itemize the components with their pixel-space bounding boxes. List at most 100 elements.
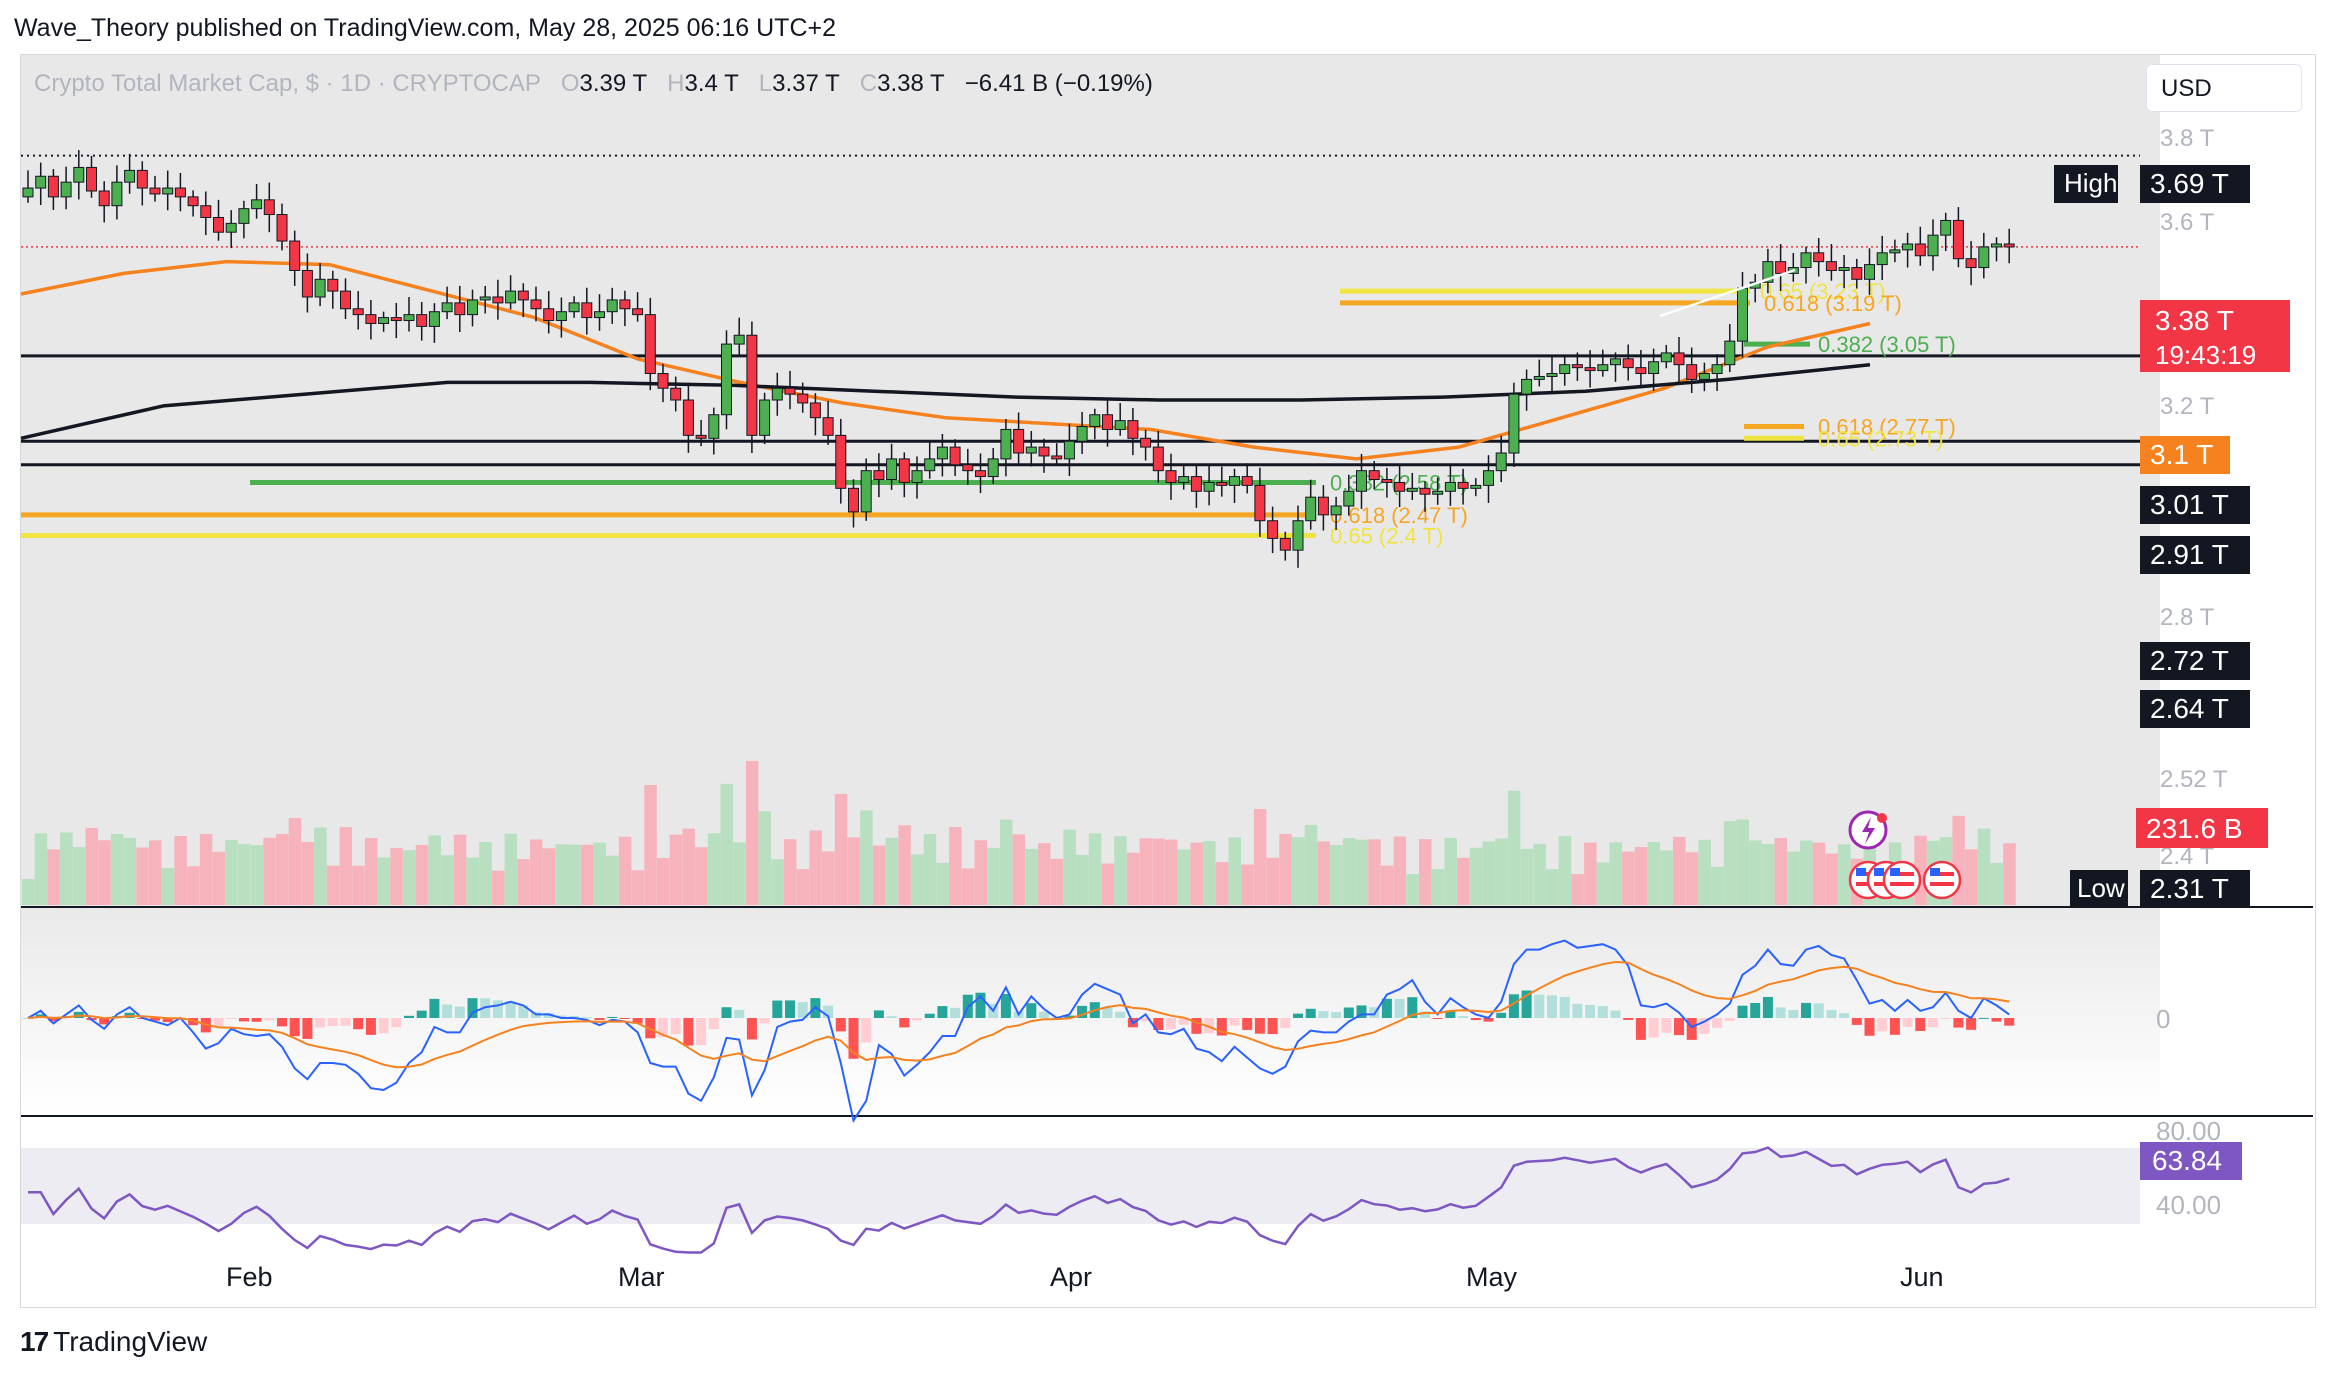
macd-histogram-bar xyxy=(1572,1003,1583,1018)
volume-bar xyxy=(98,840,111,905)
candle-body xyxy=(174,187,186,198)
volume-bar xyxy=(1152,838,1165,905)
candle-body xyxy=(301,269,313,298)
macd-histogram-bar xyxy=(1991,1018,2002,1022)
volume-bar xyxy=(1317,841,1330,905)
footer-brand[interactable]: 17 TradingView xyxy=(20,1326,207,1358)
candle xyxy=(314,263,326,307)
divergence-line xyxy=(1659,268,1796,318)
volume-bar xyxy=(149,840,162,905)
candle xyxy=(1165,453,1177,500)
volume-bar xyxy=(1228,837,1241,905)
candle xyxy=(1127,408,1139,456)
candle-body xyxy=(149,187,161,195)
candle-body xyxy=(1394,481,1406,492)
candle xyxy=(1965,241,1977,286)
volume-bar xyxy=(1520,848,1534,905)
candle-body xyxy=(1978,246,1990,269)
macd-histogram-bar xyxy=(1102,1007,1113,1018)
volume-bar xyxy=(1812,842,1826,905)
candle xyxy=(200,191,212,236)
volume-bar xyxy=(136,847,149,905)
candle xyxy=(873,453,885,498)
volume-bar xyxy=(809,830,822,905)
macd-histogram-bar xyxy=(1648,1018,1659,1038)
candle-body xyxy=(1267,520,1279,539)
candle xyxy=(213,199,224,241)
candle xyxy=(238,200,250,239)
macd-histogram-bar xyxy=(1826,1010,1837,1018)
candle-body xyxy=(1965,258,1977,269)
candle xyxy=(987,447,999,484)
candle xyxy=(47,169,59,210)
candle-body xyxy=(1406,487,1418,492)
macd-histogram-bar xyxy=(1496,1012,1507,1018)
candle xyxy=(530,286,542,322)
candle xyxy=(1038,438,1050,473)
candle xyxy=(1851,258,1863,289)
macd-histogram-bar xyxy=(543,1012,554,1018)
candle-body xyxy=(200,205,212,218)
candle xyxy=(1063,423,1075,477)
candle-body xyxy=(1444,481,1456,492)
candle-body xyxy=(1635,367,1647,375)
volume-bar xyxy=(758,811,772,905)
candle xyxy=(1914,226,1926,266)
flash-event-icon[interactable] xyxy=(1848,810,1888,850)
symbol-title[interactable]: Crypto Total Market Cap, $ · 1D · CRYPTO… xyxy=(34,70,541,97)
candle xyxy=(1368,461,1380,490)
candle xyxy=(1686,347,1698,394)
volume-bar xyxy=(1800,840,1813,905)
candle xyxy=(301,253,313,313)
candle xyxy=(771,372,783,416)
currency-button[interactable]: USD xyxy=(2146,64,2302,112)
candle xyxy=(467,289,478,327)
candle-body xyxy=(1419,487,1431,495)
volume-bar xyxy=(999,819,1013,905)
candle xyxy=(136,161,148,206)
x-axis-tick: Apr xyxy=(1050,1262,1092,1292)
candle xyxy=(149,175,161,202)
volume-bar xyxy=(1203,841,1216,905)
macd-histogram-bar xyxy=(264,1018,275,1021)
candle-body xyxy=(1813,252,1825,263)
x-axis-tick: May xyxy=(1466,1262,1518,1292)
candle xyxy=(1838,254,1850,289)
volume-bar xyxy=(225,840,238,905)
candle-body xyxy=(682,399,694,436)
volume-bar xyxy=(1977,828,1991,905)
macd-histogram-bar xyxy=(1978,1017,1989,1019)
rsi-upper-label: 80.00 xyxy=(2156,1116,2221,1146)
candle-body xyxy=(1902,243,1914,251)
macd-histogram-bar xyxy=(1864,1018,1875,1036)
volume-badge xyxy=(2136,808,2268,848)
macd-histogram-bar xyxy=(1699,1018,1710,1034)
macd-histogram-bar xyxy=(785,1000,795,1018)
volume-bar xyxy=(1342,837,1356,905)
level-badge xyxy=(2140,536,2250,574)
volume-bar xyxy=(1647,841,1661,905)
economic-events[interactable] xyxy=(1848,860,1962,900)
volume-bar xyxy=(542,848,556,905)
macd-histogram-bar xyxy=(1877,1018,1888,1032)
fib-level-label: 0.618 (3.19 T) xyxy=(1764,291,1902,316)
macd-histogram-bar xyxy=(1928,1018,1938,1028)
chart-frame[interactable] xyxy=(20,54,2316,1308)
candle xyxy=(632,292,644,322)
low-value: 2.31 T xyxy=(2150,873,2229,904)
macd-histogram-bar xyxy=(251,1018,262,1022)
macd-histogram-bar xyxy=(302,1018,313,1039)
candle-body xyxy=(1089,414,1101,428)
macd-histogram-bar xyxy=(1839,1013,1850,1018)
volume-bar xyxy=(47,849,60,905)
macd-histogram-bar xyxy=(861,1018,872,1043)
candle-body xyxy=(657,373,669,389)
volume-bar xyxy=(695,847,708,905)
level-badge xyxy=(2140,642,2250,680)
candle xyxy=(187,190,199,217)
candle xyxy=(1762,248,1774,294)
candle-body xyxy=(581,302,593,319)
candle xyxy=(1051,443,1063,466)
volume-bar xyxy=(110,833,124,905)
